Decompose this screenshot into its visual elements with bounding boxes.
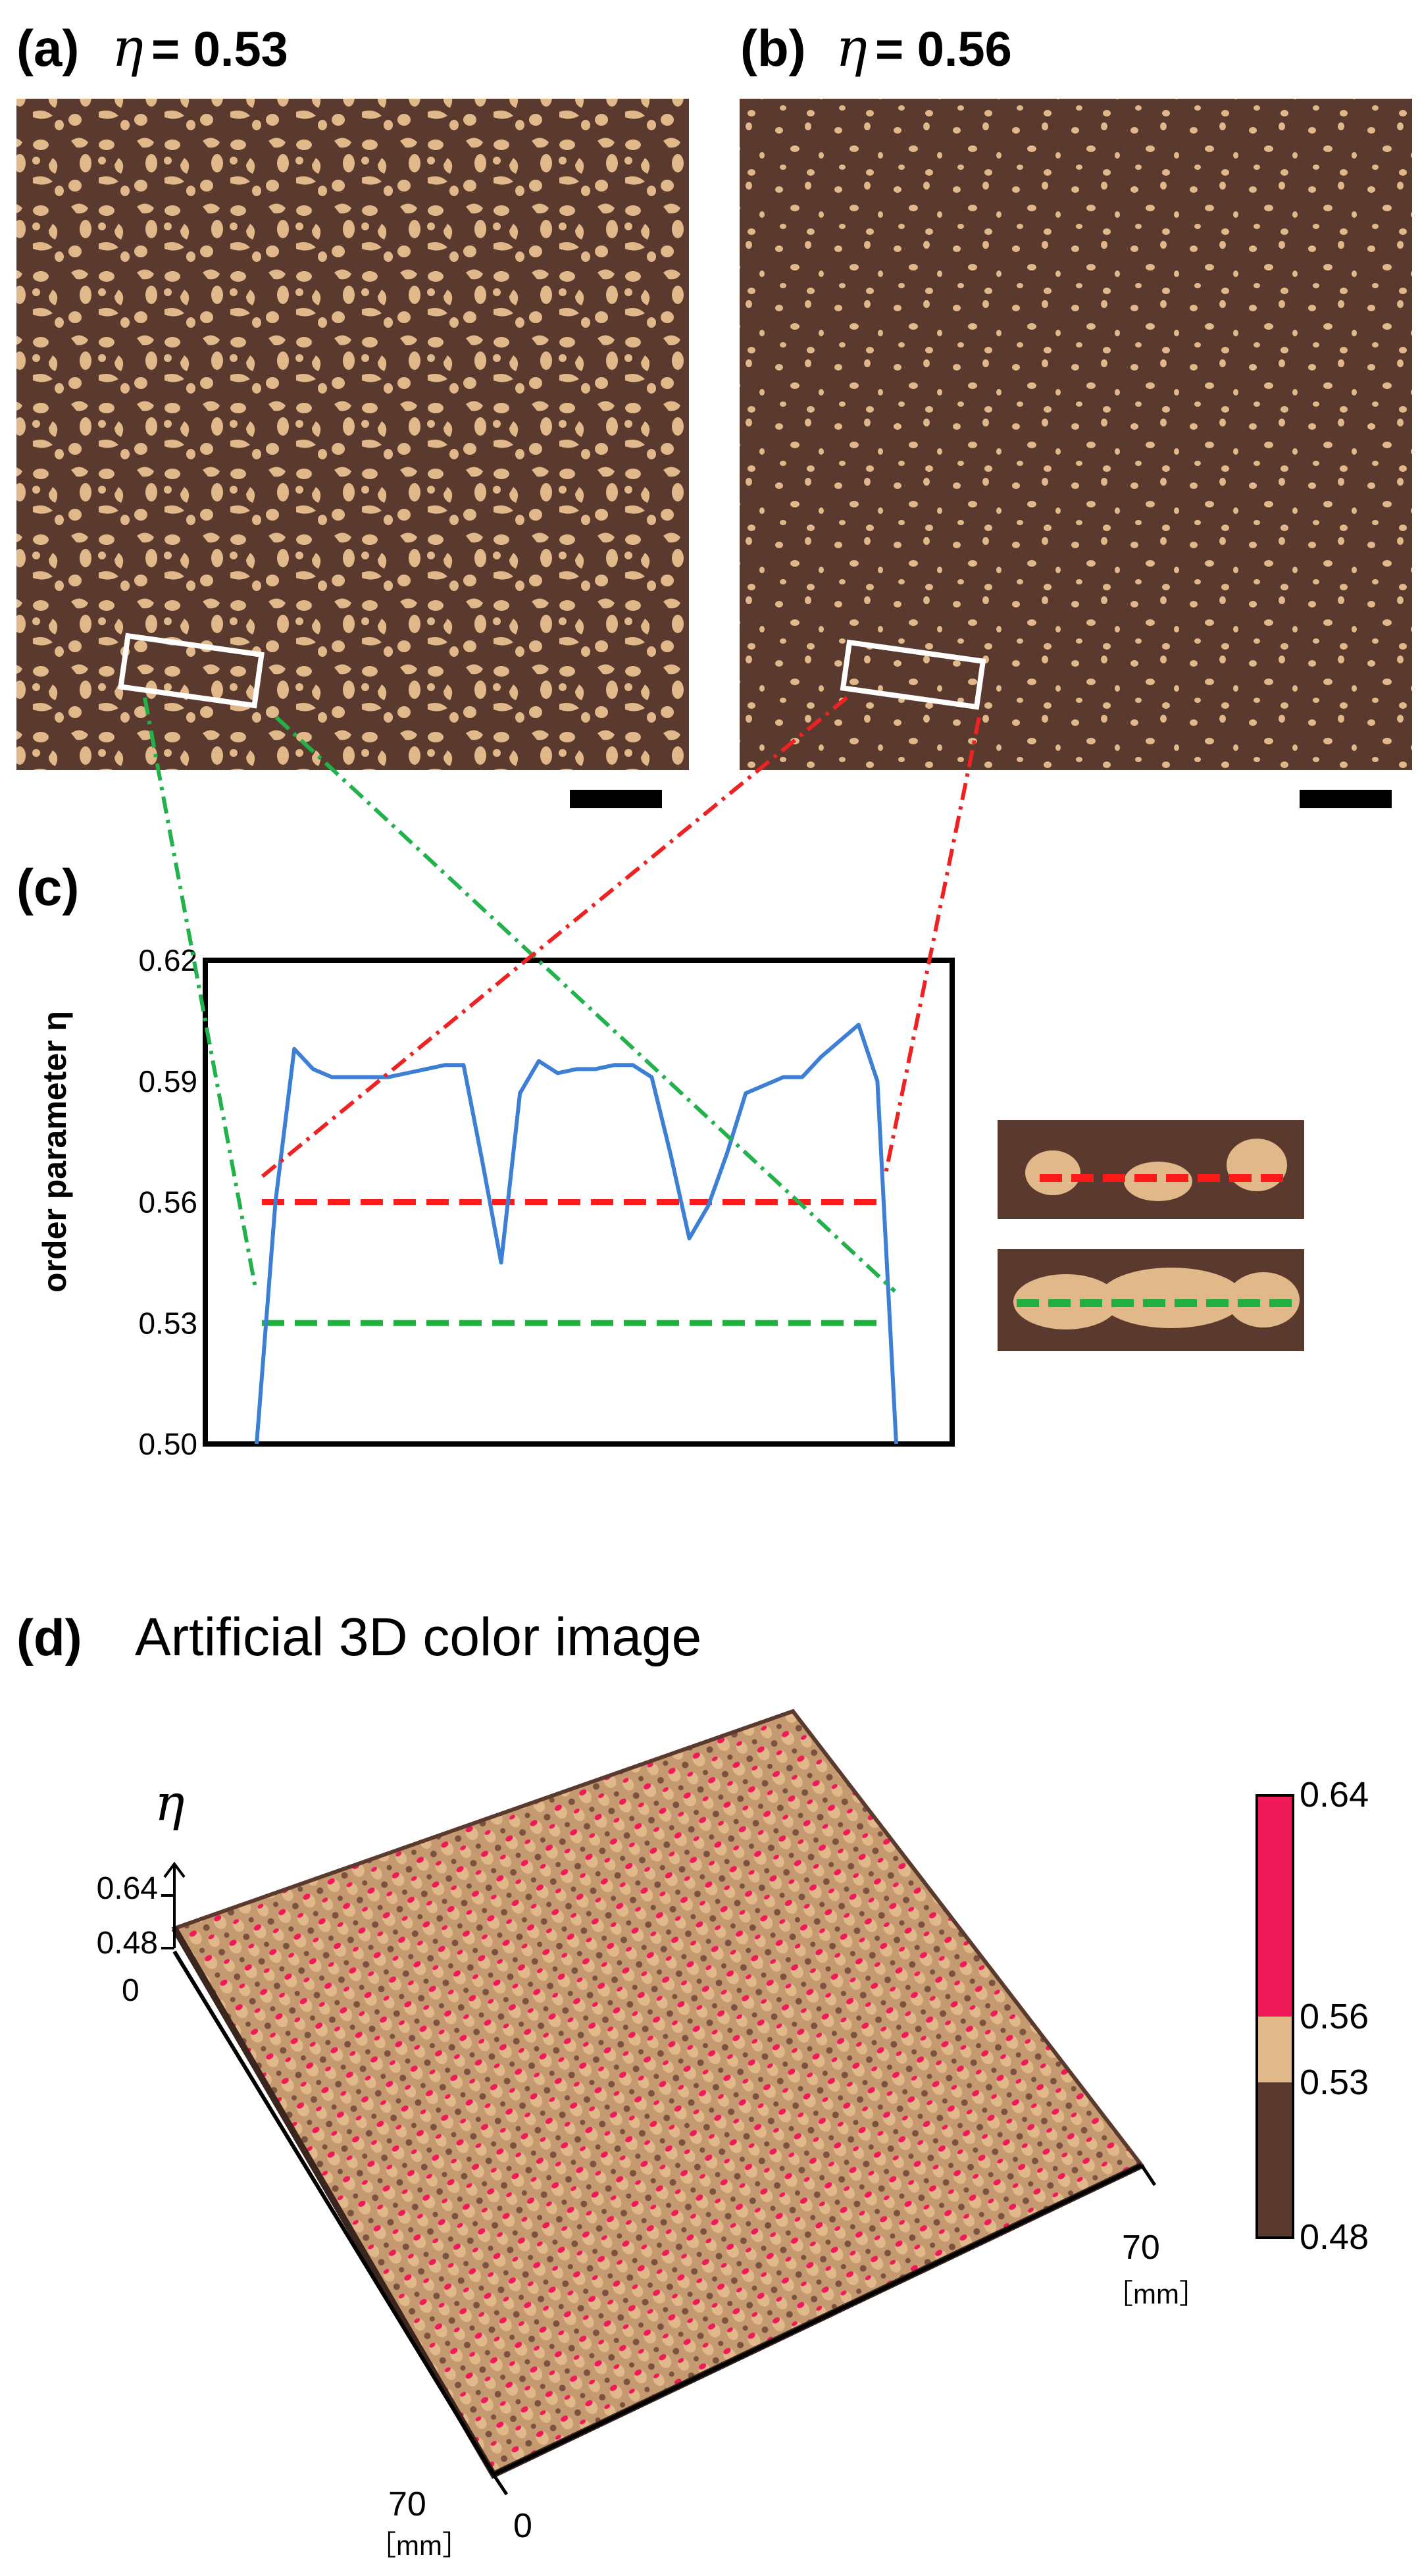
panel-a-value: = 0.53 (151, 22, 288, 76)
panel-d-label: (d) (16, 1609, 82, 1666)
axes-3d: η 0.64 0.48 0 70 ［mm］ 70 ［mm］ 0 (97, 1773, 1207, 2561)
surface-3d-top (171, 1709, 1145, 2477)
colorbar-segment-mid (1257, 2017, 1293, 2082)
connector-green-right (274, 715, 897, 1293)
zoom-strip-a (998, 1249, 1304, 1351)
z-tick-label-high: 0.64 (97, 1871, 158, 1906)
panel-c-label: (c) (16, 858, 79, 916)
x-axis-end-tick (1140, 2164, 1157, 2186)
z-tick-label-low: 0.48 (97, 1926, 158, 1961)
line-chart: 0.62 0.59 0.56 0.53 0.50 order parameter η (36, 943, 955, 1461)
y-tick-label: 0.62 (138, 943, 197, 977)
z-axis-symbol: η (155, 1773, 185, 1832)
y-tick-label: 0.59 (138, 1064, 197, 1098)
panel-b-selection-box (840, 639, 986, 710)
colorbar-segment-high (1257, 1795, 1293, 2017)
x-axis-end-label: 70 (1122, 2228, 1160, 2267)
series-line (255, 1023, 898, 1445)
panel-b-value: = 0.56 (875, 22, 1012, 76)
panel-d-title: Artificial 3D color image (135, 1607, 701, 1667)
panel-b-symbol: η (836, 17, 867, 78)
panel-b-label: (b) (740, 19, 806, 77)
colorbar-tick-056: 0.56 (1300, 1997, 1369, 2036)
panel-b-scale-bar (1300, 790, 1392, 808)
panel-b-image (740, 99, 1412, 770)
xy-origin-tick (492, 2473, 509, 2496)
connector-red-left (261, 696, 848, 1179)
connector-red-right (883, 717, 981, 1177)
panel-a-image (16, 99, 689, 770)
zoom-strip-b (998, 1120, 1304, 1219)
colorbar-tick-064: 0.64 (1300, 1775, 1369, 1815)
y-tick-label: 0.50 (138, 1427, 197, 1461)
colorbar: 0.64 0.56 0.53 0.48 (1255, 1775, 1369, 2257)
panel-a-label: (a) (16, 19, 79, 77)
colorbar-frame (1255, 1794, 1294, 2239)
surface-3d (171, 1709, 1145, 2479)
y-axis-unit: ［mm］ (368, 2530, 470, 2561)
x-axis-line (492, 2163, 1143, 2477)
panel-a-symbol: η (112, 17, 143, 78)
panel-a-scale-bar (570, 790, 662, 808)
y-tick-label: 0.53 (138, 1306, 197, 1340)
origin-label-top: 0 (122, 1973, 139, 2008)
z-axis-arrow (163, 1861, 186, 1878)
connector-lines (143, 696, 981, 1293)
panel-a-selection-box (118, 632, 265, 709)
colorbar-segment-low (1257, 2082, 1293, 2238)
y-tick-label: 0.56 (138, 1185, 197, 1220)
x-axis-unit: ［mm］ (1105, 2279, 1207, 2309)
colorbar-tick-053: 0.53 (1300, 2063, 1369, 2102)
colorbar-tick-048: 0.48 (1300, 2217, 1369, 2257)
y-tick-labels: 0.62 0.59 0.56 0.53 0.50 (138, 943, 197, 1461)
y-axis-label: order parameter η (36, 1011, 73, 1293)
y-axis-line (172, 1950, 495, 2476)
y-origin-label: 0 (513, 2507, 532, 2545)
series-group (255, 1023, 898, 1445)
y-axis-end-label: 70 (388, 2485, 426, 2523)
threshold-lines (262, 1199, 885, 1326)
